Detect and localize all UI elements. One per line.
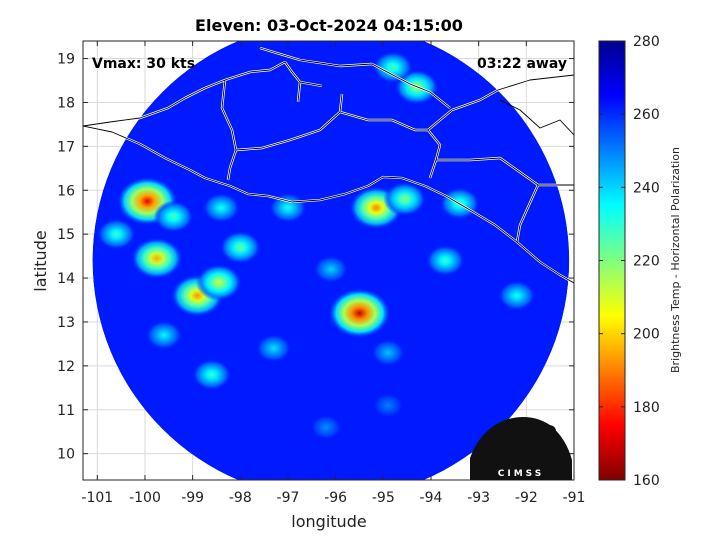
- x-tick-label: -98: [229, 490, 252, 506]
- y-tick-label: 12: [57, 359, 75, 375]
- cold-cloud-feature: [383, 182, 427, 217]
- logo-band: [470, 464, 572, 480]
- x-tick-label: -99: [181, 490, 204, 506]
- cold-cloud-feature: [130, 237, 183, 280]
- cold-cloud-feature: [425, 245, 465, 276]
- cold-cloud-feature: [195, 264, 242, 301]
- x-tick-label: -92: [515, 490, 538, 506]
- map-lines: [83, 46, 574, 284]
- y-tick-label: 11: [57, 403, 75, 419]
- x-tick-label: -96: [324, 490, 347, 506]
- x-axis: -101 -100 -99 -98 -97 -96 -95 -94 -93 -92 -91: [81, 41, 585, 506]
- chart-title: Eleven: 03-Oct-2024 04:15:00: [195, 16, 463, 35]
- logo-tower: [547, 436, 550, 462]
- logo-text: CIMSS: [498, 469, 544, 479]
- coastline-dark: [83, 125, 574, 284]
- colorbar-label: Brightness Temp - Horizontal Polarizatio…: [669, 147, 682, 373]
- cold-cloud-feature: [192, 359, 232, 391]
- cold-cloud-feature: [328, 288, 391, 339]
- y-axis-label: latitude: [31, 230, 50, 291]
- x-tick-label: -91: [563, 490, 586, 506]
- cold-cloud-feature: [498, 280, 536, 311]
- colorbar-ticks: 160 180 200 220 240 260 280: [599, 34, 660, 489]
- colorbar-tick-label: 200: [633, 327, 660, 343]
- y-tick-label: 14: [57, 271, 75, 287]
- y-tick-label: 10: [57, 447, 75, 463]
- cimss-logo: CIMSS: [470, 416, 572, 480]
- cold-cloud-feature: [373, 393, 403, 418]
- time-away-label: 03:22 away: [477, 56, 567, 72]
- axes-frame: [82, 40, 575, 481]
- colorbar-tick-label: 280: [633, 34, 660, 50]
- cold-cloud-feature: [313, 255, 348, 283]
- x-tick-label: -97: [277, 490, 300, 506]
- colorbar-tick-label: 160: [633, 473, 660, 489]
- logo-tank: [542, 425, 556, 437]
- cold-cloud-feature: [256, 334, 291, 363]
- x-tick-label: -100: [129, 490, 161, 506]
- y-axis: 10 11 12 13 14 15 16 17 18 19: [57, 52, 574, 463]
- state-borders-dark: [83, 47, 574, 243]
- cold-cloud-feature: [219, 230, 261, 264]
- cold-cloud-feature: [97, 218, 136, 250]
- x-tick-label: -93: [467, 490, 490, 506]
- y-tick-label: 17: [57, 139, 75, 155]
- colorbar-tick-label: 220: [633, 254, 660, 270]
- logo-dish: [489, 434, 517, 446]
- x-tick-label: -94: [420, 490, 443, 506]
- x-axis-label: longitude: [291, 512, 366, 531]
- vmax-label: Vmax: 30 kts: [92, 56, 195, 72]
- convective-features: [97, 51, 536, 440]
- cold-cloud-feature: [202, 193, 240, 223]
- x-tick-label: -95: [372, 490, 395, 506]
- cold-cloud-feature: [372, 51, 413, 84]
- cold-cloud-feature: [371, 339, 405, 366]
- y-tick-label: 18: [57, 95, 75, 111]
- y-tick-label: 19: [57, 52, 75, 68]
- x-tick-label: -101: [81, 490, 113, 506]
- cold-cloud-feature: [310, 415, 342, 440]
- cold-cloud-feature: [153, 200, 194, 233]
- colorbar-tick-label: 180: [633, 400, 660, 416]
- swath: [92, 41, 570, 480]
- cold-cloud-feature: [269, 193, 307, 223]
- y-tick-label: 15: [57, 227, 75, 243]
- colorbar-tick-label: 260: [633, 107, 660, 123]
- y-tick-label: 13: [57, 315, 75, 331]
- cold-cloud-feature: [146, 320, 182, 350]
- colorbar-tick-label: 240: [633, 180, 660, 196]
- y-tick-label: 16: [57, 183, 75, 199]
